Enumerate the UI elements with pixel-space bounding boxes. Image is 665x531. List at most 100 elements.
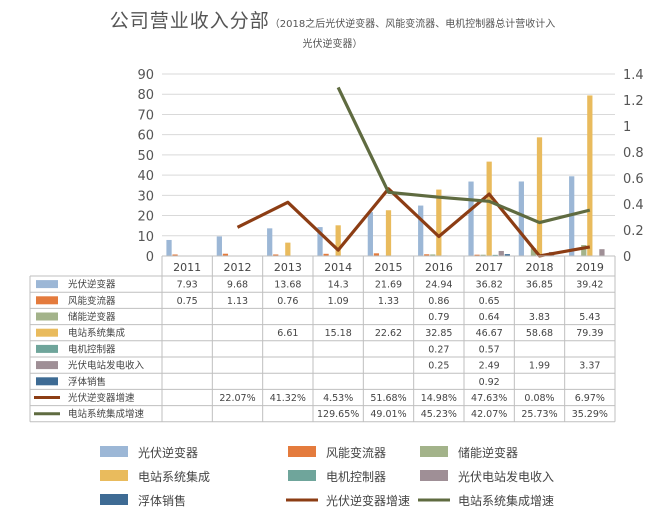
data-label: 4.53% xyxy=(323,393,353,404)
data-label: 0.65 xyxy=(479,296,500,307)
legend-label: 电机控制器 xyxy=(326,470,386,484)
y-right-tick-label: 1.2 xyxy=(623,94,644,109)
bar xyxy=(367,212,373,256)
data-label: 32.85 xyxy=(425,328,452,339)
bar xyxy=(335,225,341,256)
legend-label: 光伏逆变器增速 xyxy=(326,493,410,508)
data-label: 79.39 xyxy=(576,328,603,339)
table-row-label: 储能逆变器 xyxy=(68,311,116,323)
table-row-label: 电站系统集成 xyxy=(68,327,126,339)
y-right-tick-label: 0.6 xyxy=(623,172,644,187)
y-left-tick-label: 10 xyxy=(137,230,154,245)
chart-title-block: 公司营业收入分部（2018之后光伏逆变器、风能变流器、电机控制器总计营收计入 光… xyxy=(0,6,665,50)
bar xyxy=(172,254,178,256)
data-label: 49.01% xyxy=(370,409,406,420)
bar xyxy=(518,181,524,256)
data-label: 25.73% xyxy=(521,409,557,420)
y-left-tick-label: 90 xyxy=(137,68,154,83)
bar xyxy=(436,189,442,256)
data-label: 0.64 xyxy=(479,312,500,323)
bar xyxy=(418,205,424,256)
bar xyxy=(222,253,229,256)
bar xyxy=(424,254,430,256)
data-label: 15.18 xyxy=(325,328,352,339)
bar xyxy=(285,242,291,256)
bar xyxy=(599,249,605,256)
data-label: 35.29% xyxy=(572,409,608,420)
table-row-label: 光伏逆变器 xyxy=(68,279,116,291)
category-label: 2012 xyxy=(224,261,252,274)
data-label: 39.42 xyxy=(576,280,603,291)
data-label: 0.76 xyxy=(277,296,298,307)
data-label: 6.61 xyxy=(277,328,298,339)
bar xyxy=(430,254,436,256)
legend-key xyxy=(100,494,128,505)
data-label: 0.08% xyxy=(524,393,554,404)
table-legend-key xyxy=(36,280,58,289)
bar xyxy=(468,181,474,256)
bar xyxy=(323,253,329,256)
bar xyxy=(273,254,279,256)
data-label: 6.97% xyxy=(575,393,605,404)
table-legend-key xyxy=(36,312,58,321)
bar xyxy=(385,210,392,256)
data-label: 47.63% xyxy=(471,393,507,404)
chart-subtitle-b: 光伏逆变器） xyxy=(302,39,363,50)
data-label: 9.68 xyxy=(227,280,248,291)
table-row-label: 电机控制器 xyxy=(68,343,116,355)
category-label: 2017 xyxy=(475,261,503,274)
data-label: 41.32% xyxy=(270,393,306,404)
y-left-tick-label: 0 xyxy=(146,250,154,265)
data-label: 0.75 xyxy=(177,296,198,307)
category-label: 2018 xyxy=(526,261,554,274)
data-label: 1.33 xyxy=(378,296,399,307)
data-label: 51.68% xyxy=(370,393,406,404)
y-right-tick-label: 0.2 xyxy=(623,224,644,239)
data-label: 0.57 xyxy=(479,344,500,355)
category-label: 2011 xyxy=(173,261,201,274)
data-label: 45.23% xyxy=(421,409,457,420)
y-left-tick-label: 70 xyxy=(137,108,154,123)
legend-label: 储能逆变器 xyxy=(458,445,518,460)
category-label: 2015 xyxy=(375,261,403,274)
legend-label: 风能变流器 xyxy=(326,445,386,460)
bar xyxy=(581,245,587,256)
data-label: 46.67 xyxy=(476,328,503,339)
bar xyxy=(587,95,593,256)
data-label: 22.07% xyxy=(219,393,255,404)
bar xyxy=(492,254,498,256)
chart-subtitle-a: （2018之后光伏逆变器、风能变流器、电机控制器总计营收计入 xyxy=(269,19,556,30)
data-label: 58.68 xyxy=(526,328,553,339)
table-row-label: 光伏电站发电收入 xyxy=(68,360,145,372)
bar xyxy=(216,236,222,256)
table-legend-key xyxy=(36,328,58,337)
data-label: 129.65% xyxy=(317,409,359,420)
series-line xyxy=(236,187,591,258)
y-left-tick-label: 80 xyxy=(137,88,154,103)
legend-label: 光伏电站发电收入 xyxy=(458,469,554,484)
y-left-tick-label: 30 xyxy=(137,189,154,204)
y-left-tick-label: 40 xyxy=(137,169,154,184)
legend-label: 浮体销售 xyxy=(138,493,186,508)
bar xyxy=(474,254,480,256)
y-right-tick-label: 0 xyxy=(623,250,631,265)
bar xyxy=(486,161,492,256)
y-left-tick-label: 50 xyxy=(137,149,154,164)
legend-key xyxy=(100,446,128,457)
data-label: 0.92 xyxy=(479,377,500,388)
bar xyxy=(480,254,486,256)
data-label: 0.86 xyxy=(428,296,449,307)
data-label: 36.82 xyxy=(476,280,503,291)
data-label: 13.68 xyxy=(274,280,301,291)
table-row-label: 电站系统集成增速 xyxy=(68,408,145,420)
legend-key xyxy=(420,446,448,457)
y-right-tick-label: 1 xyxy=(623,120,631,135)
bar xyxy=(536,137,543,256)
data-label: 14.98% xyxy=(421,393,457,404)
data-label: 2.49 xyxy=(479,361,500,372)
bar xyxy=(373,253,380,256)
data-label: 36.85 xyxy=(526,280,553,291)
category-label: 2019 xyxy=(576,261,604,274)
y-right-tick-label: 0.4 xyxy=(623,198,644,213)
data-label: 1.99 xyxy=(529,361,550,372)
